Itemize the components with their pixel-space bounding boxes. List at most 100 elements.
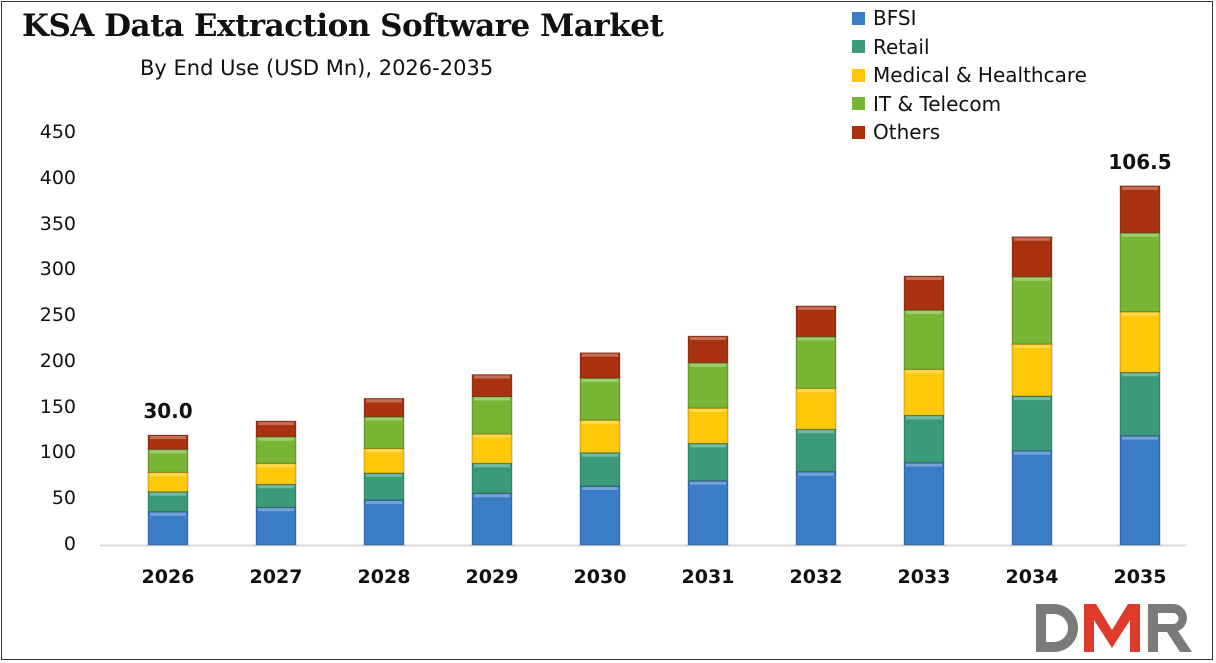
bar-segment-bfsi-2031 [687,480,729,546]
bar-bevel [582,379,618,383]
bar-segment-medical-healthcare-2032 [795,387,837,430]
bar-bevel [1122,373,1158,377]
bar-bevel [1122,186,1158,190]
bar-segment-others-2035 [1119,185,1161,234]
bar-segment-retail-2032 [795,428,837,473]
legend-item: Retail [852,33,1087,62]
bar-bevel [798,472,834,476]
bar-segment-others-2028 [363,397,405,418]
bar-segment-others-2033 [903,275,945,311]
legend: BFSI Retail Medical & Healthcare IT & Telec… [852,4,1087,147]
bar-bevel [906,463,942,467]
bar-bevel [798,389,834,393]
bar-segment-bfsi-2026 [147,511,189,546]
bar-segment-retail-2028 [363,472,405,501]
bar-bevel [474,375,510,379]
legend-label: Others [873,120,941,145]
bar-bevel [366,417,402,421]
bar-segment-medical-healthcare-2034 [1011,343,1053,397]
bar-bevel [798,337,834,341]
bar-bevel [582,487,618,491]
data-label: 106.5 [1108,149,1172,174]
bar-bevel [582,421,618,425]
bar-bevel [258,422,294,426]
bar-bevel [150,450,186,454]
bar-bevel [582,453,618,457]
bar-bevel [474,464,510,468]
bar-segment-it-telecom-2031 [687,362,729,409]
bar-segment-others-2031 [687,335,729,364]
bar-bevel [1122,436,1158,440]
bar-bevel [1014,397,1050,401]
y-tick-label: 150 [39,395,76,418]
legend-item: Medical & Healthcare [852,61,1087,90]
bar-bevel [258,464,294,468]
bar-bevel [366,399,402,403]
x-tick-label: 2030 [573,566,627,588]
y-tick-label: 450 [39,121,76,143]
bar-segment-others-2026 [147,434,189,450]
y-tick-label: 50 [51,487,76,510]
bar-segment-retail-2030 [579,452,621,487]
bar-bevel [150,473,186,477]
legend-swatch [852,40,865,54]
bar-segment-others-2029 [471,374,513,397]
bar-bevel [1014,345,1050,349]
bar-bevel [906,416,942,420]
bar-bevel [690,444,726,448]
bar-bevel [258,437,294,441]
legend-item: Others [852,118,1087,147]
bar-bevel [690,337,726,341]
legend-item: BFSI [852,4,1087,33]
bar-segment-bfsi-2033 [903,462,945,546]
bar-bevel [474,434,510,438]
bar-bevel [366,474,402,478]
bar-segment-retail-2034 [1011,395,1053,452]
bar-bevel [690,409,726,413]
bar-bevel [258,508,294,512]
bar-bevel [1014,277,1050,281]
bar-bevel [150,512,186,516]
bar-bevel [366,501,402,505]
y-tick-label: 400 [39,166,76,189]
bar-segment-bfsi-2029 [471,492,513,546]
data-label: 30.0 [143,399,193,424]
x-tick-label: 2033 [897,566,951,588]
bar-segment-it-telecom-2032 [795,336,837,389]
x-tick-label: 2034 [1005,566,1059,588]
bar-bevel [1014,451,1050,455]
bar-segment-it-telecom-2034 [1011,276,1053,345]
bar-segment-medical-healthcare-2031 [687,407,729,444]
bar-segment-others-2032 [795,305,837,338]
bar-bevel [474,397,510,401]
bar-bevel [690,481,726,485]
bar-segment-others-2030 [579,352,621,379]
bar-segment-it-telecom-2035 [1119,232,1161,313]
x-tick-label: 2032 [789,566,843,588]
bar-segment-it-telecom-2033 [903,309,945,370]
bar-segment-medical-healthcare-2029 [471,433,513,464]
bar-bevel [258,485,294,489]
bar-segment-bfsi-2034 [1011,450,1053,546]
bar-bevel [906,277,942,281]
bar-bevel [1014,237,1050,241]
legend-label: Medical & Healthcare [873,63,1087,88]
legend-swatch [852,125,865,139]
x-tick-label: 2031 [681,566,735,588]
x-tick-label: 2028 [357,566,411,588]
legend-swatch [852,68,865,82]
y-tick-label: 250 [39,304,76,327]
bar-segment-bfsi-2030 [579,485,621,546]
bar-bevel [150,436,186,440]
bar-bevel [582,353,618,357]
x-tick-label: 2026 [141,566,195,588]
y-tick-label: 300 [39,258,76,281]
bar-bevel [906,370,942,374]
bar-segment-others-2034 [1011,236,1053,278]
bar-bevel [798,306,834,310]
chart-title: KSA Data Extraction Software Market [22,8,664,44]
chart-subtitle: By End Use (USD Mn), 2026-2035 [140,56,494,80]
bar-segment-retail-2035 [1119,371,1161,437]
bar-segment-medical-healthcare-2030 [579,419,621,454]
